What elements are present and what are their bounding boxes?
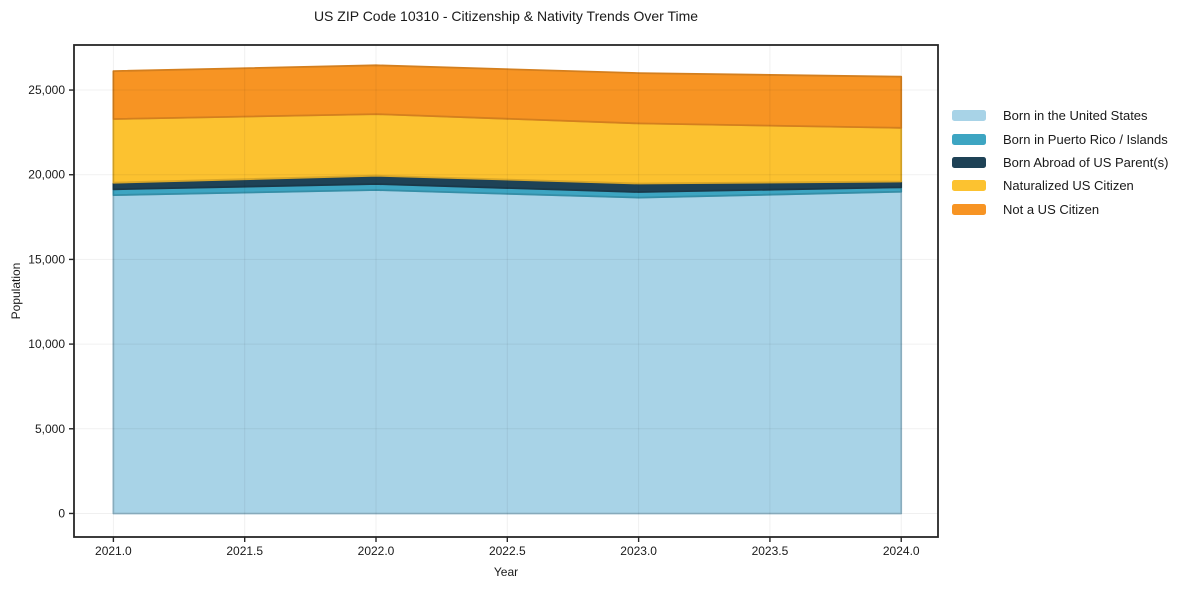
legend: Born in the United States Born in Puerto … [952, 104, 1168, 221]
legend-item: Born in Puerto Rico / Islands [952, 127, 1168, 150]
legend-swatch [952, 203, 986, 215]
y-tick-label: 5,000 [35, 422, 65, 436]
legend-swatch [952, 133, 986, 145]
x-tick-label: 2023.0 [620, 544, 657, 558]
x-tick-label: 2024.0 [883, 544, 920, 558]
legend-item: Born Abroad of US Parent(s) [952, 151, 1168, 174]
x-tick-label: 2021.0 [95, 544, 132, 558]
legend-item: Not a US Citizen [952, 198, 1168, 221]
legend-label: Not a US Citizen [1003, 201, 1100, 217]
legend-label: Naturalized US Citizen [1003, 178, 1134, 194]
x-tick-label: 2022.5 [489, 544, 526, 558]
chart-title: US ZIP Code 10310 - Citizenship & Nativi… [313, 8, 699, 24]
y-tick-label: 25,000 [28, 83, 65, 97]
area-layer-4 [112, 64, 903, 129]
legend-swatch [952, 156, 986, 168]
legend-item: Naturalized US Citizen [952, 174, 1168, 197]
legend-label: Born in Puerto Rico / Islands [1003, 131, 1168, 147]
y-tick-label: 0 [58, 506, 65, 520]
plot-frame [73, 44, 939, 538]
legend-swatch [952, 110, 986, 122]
x-tick-label: 2023.5 [752, 544, 789, 558]
legend-label: Born Abroad of US Parent(s) [1003, 154, 1169, 170]
y-tick-label: 10,000 [28, 337, 65, 351]
y-axis-label: Population [9, 262, 23, 320]
x-axis-label: Year [493, 565, 519, 579]
y-tick-label: 15,000 [28, 252, 65, 266]
y-tick-label: 20,000 [28, 168, 65, 182]
legend-swatch [952, 180, 986, 192]
legend-item: Born in the United States [952, 104, 1168, 127]
x-tick-label: 2021.5 [226, 544, 263, 558]
x-tick-label: 2022.0 [358, 544, 395, 558]
legend-label: Born in the United States [1003, 108, 1148, 124]
